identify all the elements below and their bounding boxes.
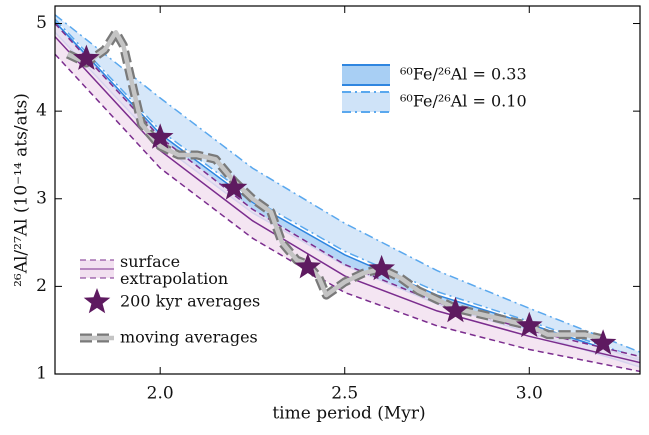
- y-tick-label: 5: [36, 13, 47, 33]
- legend-label: moving averages: [120, 328, 258, 347]
- x-tick-label: 2.5: [331, 384, 358, 404]
- y-tick-label: 2: [36, 276, 47, 296]
- x-tick-label: 2.0: [147, 384, 174, 404]
- band-line: [55, 53, 640, 373]
- x-axis-label: time period (Myr): [272, 404, 425, 424]
- x-tick-label: 3.0: [516, 384, 543, 404]
- star-marker: [294, 253, 322, 279]
- y-axis-label: ²⁶Al/²⁷Al (10⁻¹⁴ ats/ats): [12, 93, 32, 287]
- legend-label: ⁶⁰Fe/²⁶Al = 0.10: [400, 92, 527, 111]
- band-line: [55, 14, 640, 353]
- plot-frame: [54, 5, 641, 375]
- star-marker: [589, 329, 617, 355]
- star-marker: [220, 174, 248, 200]
- legend-star: [83, 288, 111, 314]
- legend-label: surface extrapolation: [120, 252, 229, 288]
- legend-label: ⁶⁰Fe/²⁶Al = 0.33: [400, 65, 527, 84]
- y-tick-label: 3: [36, 188, 47, 208]
- star-marker: [442, 296, 469, 323]
- star-marker: [73, 44, 100, 70]
- legend-swatch: [342, 65, 390, 85]
- legend-label: 200 kyr averages: [120, 292, 260, 311]
- star-marker: [146, 123, 174, 149]
- legend-swatch: [342, 92, 390, 112]
- y-tick-label: 4: [36, 101, 47, 121]
- y-tick-label: 1: [36, 364, 47, 384]
- star-marker: [368, 254, 395, 281]
- star-marker: [516, 311, 543, 338]
